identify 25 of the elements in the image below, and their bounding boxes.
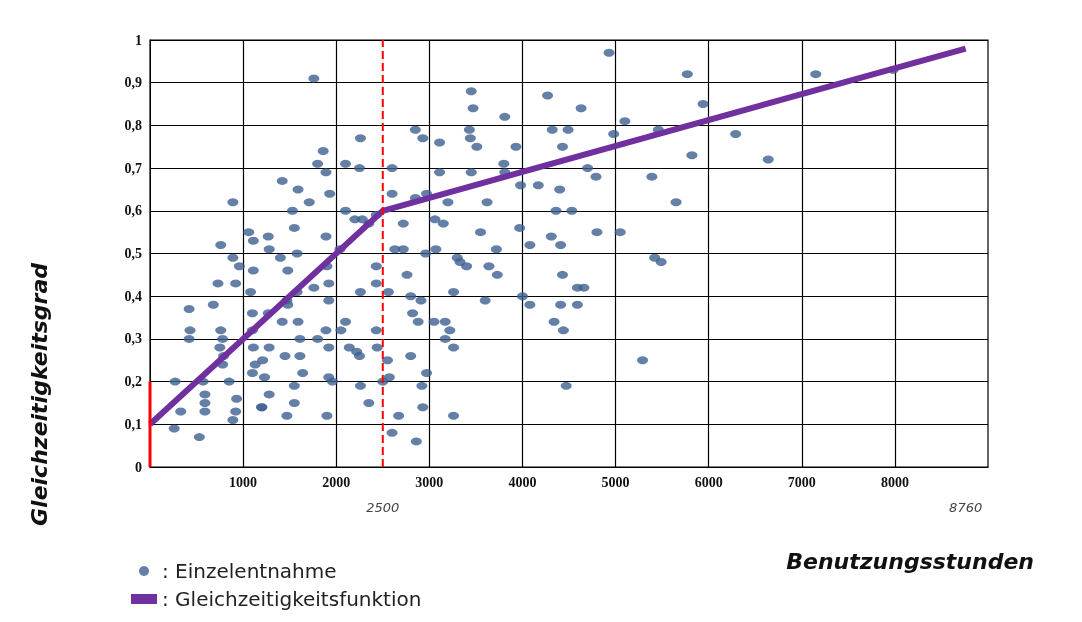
y-tick-label: 0,2 bbox=[124, 374, 142, 390]
legend-label: : Einzelentnahme bbox=[162, 559, 337, 583]
y-tick-label: 0,8 bbox=[124, 117, 142, 133]
x-tick-label: 2000 bbox=[322, 474, 351, 490]
x-axis-title: Benutzungsstunden bbox=[786, 548, 1035, 574]
y-tick-label: 0,4 bbox=[124, 288, 142, 304]
y-tick-label: 0,1 bbox=[124, 416, 142, 432]
x-tick-label: 4000 bbox=[508, 474, 537, 490]
y-tick-label: 0,3 bbox=[124, 331, 142, 347]
x-tick-label: 8000 bbox=[880, 474, 909, 490]
y-tick-label: 0,7 bbox=[124, 160, 142, 176]
x-tick-label: 1000 bbox=[229, 474, 258, 490]
y-tick-label: 1 bbox=[135, 32, 142, 48]
x-tick-label: 7000 bbox=[787, 474, 816, 490]
y-tick-label: 0,6 bbox=[124, 203, 142, 219]
x2-tick-label: 2500 bbox=[366, 500, 400, 515]
x-tick-label: 6000 bbox=[694, 474, 723, 490]
y-axis-title: Gleichzeitigkeitsgrad bbox=[26, 262, 52, 526]
x-tick-label: 3000 bbox=[415, 474, 444, 490]
legend-label: : Gleichzeitigkeitsfunktion bbox=[162, 587, 422, 611]
y-tick-label: 0,9 bbox=[124, 75, 142, 91]
x-tick-label: 5000 bbox=[601, 474, 630, 490]
y-tick-label: 0 bbox=[135, 459, 142, 475]
y-tick-label: 0,5 bbox=[124, 246, 142, 261]
x2-tick-label: 8760 bbox=[949, 500, 983, 515]
